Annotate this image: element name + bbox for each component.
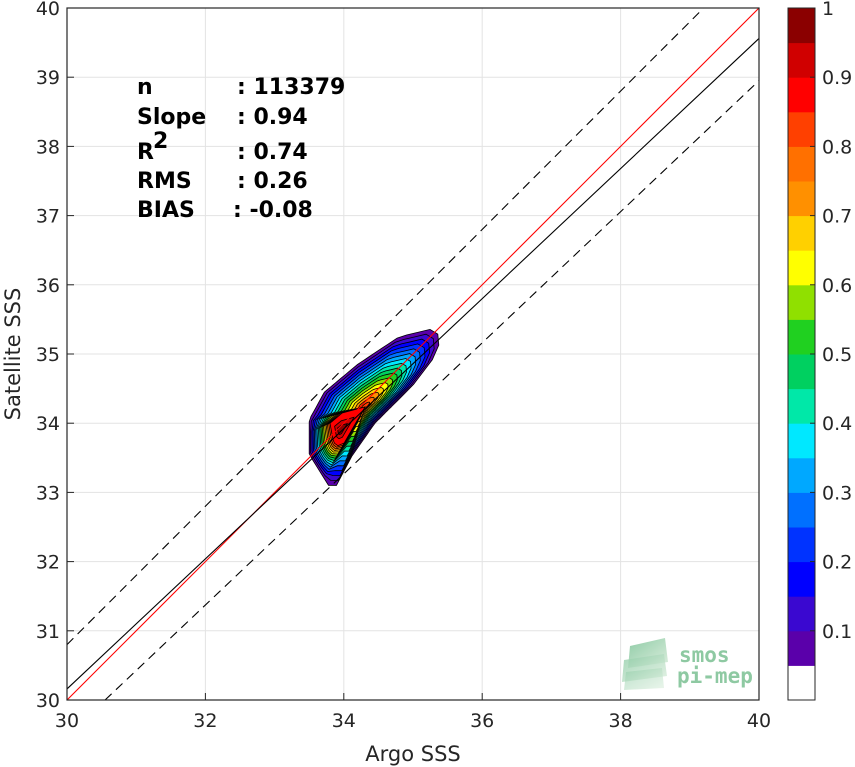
logo-icon xyxy=(622,638,668,690)
colorbar-bin xyxy=(788,181,815,217)
stat-label-superscript: 2 xyxy=(153,129,168,154)
y-tick-label: 32 xyxy=(36,552,60,574)
colorbar-tick-label: 0.2 xyxy=(822,552,852,574)
colorbar-tick-label: 0.6 xyxy=(822,275,852,297)
stat-label: RMS xyxy=(137,169,192,194)
y-tick-label: 31 xyxy=(36,621,60,643)
colorbar-bin xyxy=(788,561,815,597)
colorbar-bin xyxy=(788,527,815,563)
colorbar-bin xyxy=(788,215,815,251)
colorbar-tick-label: 0.9 xyxy=(822,67,852,89)
line-one-to-one xyxy=(67,8,759,700)
stat-label: R xyxy=(137,140,154,165)
colorbar-bin xyxy=(788,284,815,320)
stat-label: Slope xyxy=(137,105,206,130)
colorbar-bin xyxy=(788,319,815,355)
grid xyxy=(66,7,760,701)
colorbar-bin xyxy=(788,388,815,424)
colorbar-tick-label: 0.3 xyxy=(822,482,852,504)
y-tick-label: 36 xyxy=(36,275,60,297)
colorbar-bin xyxy=(788,42,815,78)
y-tick-label: 39 xyxy=(36,67,60,89)
logo-text-line2: pi-mep xyxy=(677,664,753,688)
colorbar-bin xyxy=(788,596,815,632)
colorbar-bin xyxy=(788,77,815,113)
statistics-box: n : 113379 Slope : 0.94 R 2 : 0.74 RMS : 0.26 BIA… xyxy=(137,75,345,223)
stat-value: : 113379 xyxy=(237,75,345,100)
stat-value: : 0.74 xyxy=(237,140,308,165)
x-axis-ticks: 30 32 34 36 38 40 xyxy=(55,693,771,732)
colorbar-bin xyxy=(788,492,815,528)
colorbar-bin xyxy=(788,665,815,701)
colorbar-tick-label: 0.1 xyxy=(822,621,852,643)
colorbar-bin xyxy=(788,630,815,666)
y-tick-label: 40 xyxy=(36,0,60,20)
stat-label: n xyxy=(137,75,153,100)
colorbar-bin xyxy=(788,457,815,493)
logo-text-line1: smos xyxy=(679,643,730,667)
stat-value: : -0.08 xyxy=(233,198,313,223)
colorbar-tick-label: 0.5 xyxy=(822,344,852,366)
colorbar-bin xyxy=(788,354,815,390)
reference-lines xyxy=(67,8,759,700)
colorbar-tick-label: 1 xyxy=(822,0,834,20)
smos-pi-mep-logo: smos pi-mep xyxy=(622,638,753,690)
colorbar-tick-label: 0.7 xyxy=(822,206,852,228)
colorbar-bin xyxy=(788,250,815,286)
x-tick-label: 30 xyxy=(55,710,79,732)
x-tick-label: 38 xyxy=(609,710,633,732)
y-tick-label: 34 xyxy=(36,413,60,435)
line-regression xyxy=(67,38,759,690)
colorbar: 0.1 0.2 0.3 0.4 0.5 0.6 0.7 0.8 0.9 1 xyxy=(787,0,852,701)
colorbar-bin xyxy=(788,8,815,44)
x-tick-label: 40 xyxy=(747,710,771,732)
x-tick-label: 34 xyxy=(332,710,356,732)
line-lower-bound xyxy=(104,80,759,700)
y-tick-label: 30 xyxy=(36,690,60,712)
colorbar-bin xyxy=(788,423,815,459)
y-tick-label: 37 xyxy=(36,206,60,228)
line-upper-bound xyxy=(67,8,705,646)
stat-value: : 0.26 xyxy=(237,169,308,194)
y-axis-label: Satellite SSS xyxy=(1,288,25,421)
colorbar-tick-label: 0.8 xyxy=(822,136,852,158)
colorbar-bin xyxy=(788,146,815,182)
stat-label: BIAS xyxy=(137,198,195,223)
y-axis-ticks: 30 31 32 33 34 35 36 37 38 39 40 xyxy=(36,0,74,712)
y-tick-label: 38 xyxy=(36,136,60,158)
x-tick-label: 36 xyxy=(470,710,494,732)
density-contours xyxy=(308,328,440,486)
x-axis-label: Argo SSS xyxy=(365,742,460,766)
x-tick-label: 32 xyxy=(193,710,217,732)
colorbar-bin xyxy=(788,111,815,147)
y-tick-label: 35 xyxy=(36,344,60,366)
y-tick-label: 33 xyxy=(36,482,60,504)
stat-value: : 0.94 xyxy=(237,105,308,130)
colorbar-tick-label: 0.4 xyxy=(822,413,852,435)
